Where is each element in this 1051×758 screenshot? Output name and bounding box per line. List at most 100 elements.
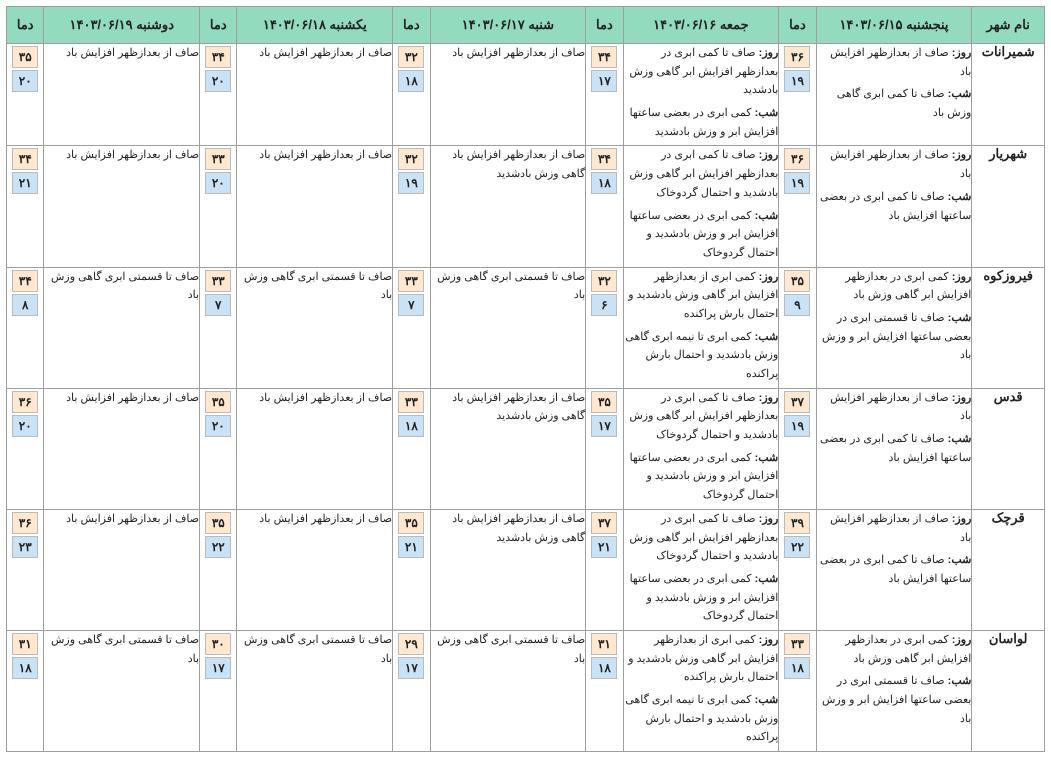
temp-high: ۳۱ (591, 633, 617, 655)
forecast-desc: صاف از بعدازظهر افزایش باد (44, 388, 200, 509)
temp-cell: ۳۳۷ (200, 267, 237, 388)
forecast-desc: روز: صاف از بعدازظهر افزایش بادشب: صاف ت… (816, 509, 972, 630)
temp-high: ۳۳ (205, 148, 231, 170)
temp-high: ۳۴ (591, 46, 617, 68)
forecast-day: صاف تا قسمتی ابری گاهی وزش باد (44, 268, 199, 305)
label-night: شب: (945, 88, 972, 100)
temp-high: ۳۶ (12, 512, 38, 534)
temp-low: ۲۰ (205, 70, 231, 92)
temp-cell: ۳۶۱۹ (779, 146, 816, 267)
city-name: قدس (972, 388, 1045, 509)
forecast-desc: روز: صاف از بعدازظهر افزایش بادشب: صاف ت… (816, 44, 972, 146)
forecast-day: صاف از بعدازظهر افزایش باد (44, 44, 199, 63)
forecast-night: شب: کمی ابری در بعضی ساعتها افزایش ابر و… (624, 449, 779, 505)
temp-cell: ۳۱۱۸ (586, 630, 623, 751)
temp-high: ۳۳ (784, 633, 810, 655)
temp-high: ۳۶ (784, 46, 810, 68)
header-temp-3: دما (200, 7, 237, 44)
forecast-desc: صاف از بعدازظهر افزایش باد گاهی وزش بادش… (430, 509, 586, 630)
forecast-desc: صاف تا قسمتی ابری گاهی وزش باد (430, 630, 586, 751)
label-day: روز: (756, 271, 779, 283)
forecast-desc: صاف از بعدازظهر افزایش باد (44, 146, 200, 267)
forecast-day: صاف تا قسمتی ابری گاهی وزش باد (237, 268, 392, 305)
temp-high: ۳۵ (205, 391, 231, 413)
header-date-3: یکشنبه ۱۴۰۳/۰۶/۱۸ (237, 7, 393, 44)
city-name: شمیرانات (972, 44, 1045, 146)
label-day: روز: (949, 513, 972, 525)
temp-high: ۳۳ (205, 270, 231, 292)
temp-high: ۳۴ (12, 148, 38, 170)
label-night: شب: (945, 312, 972, 324)
forecast-night: شب: کمی ابری در بعضی ساعتها افزایش ابر و… (624, 570, 779, 626)
label-day: روز: (756, 634, 779, 646)
temp-high: ۳۵ (205, 512, 231, 534)
label-day: روز: (949, 47, 972, 59)
temp-high: ۳۲ (398, 148, 424, 170)
forecast-night: شب: صاف تا کمی ابری در بعضی ساعتها افزای… (817, 188, 972, 225)
label-day: روز: (949, 271, 972, 283)
temp-high: ۳۹ (784, 512, 810, 534)
city-name: فیروزکوه (972, 267, 1045, 388)
forecast-desc: صاف از بعدازظهر افزایش باد (44, 509, 200, 630)
header-temp-1: دما (586, 7, 623, 44)
temp-low: ۲۱ (591, 536, 617, 558)
forecast-day: روز: صاف تا کمی ابری در بعدازظهر افزایش … (624, 44, 779, 100)
forecast-desc: صاف از بعدازظهر افزایش باد گاهی وزش بادش… (430, 146, 586, 267)
forecast-night: شب: کمی ابری در بعضی ساعتها افزایش ابر و… (624, 104, 779, 141)
temp-low: ۱۷ (398, 657, 424, 679)
temp-cell: ۳۹۲۲ (779, 509, 816, 630)
temp-high: ۳۵ (12, 46, 38, 68)
header-date-0: پنجشنبه ۱۴۰۳/۰۶/۱۵ (816, 7, 972, 44)
forecast-night: شب: صاف تا قسمتی ابری در بعضی ساعتها افز… (817, 309, 972, 365)
forecast-day: صاف تا قسمتی ابری گاهی وزش باد (431, 268, 586, 305)
temp-low: ۱۷ (591, 415, 617, 437)
header-date-2: شنبه ۱۴۰۳/۰۶/۱۷ (430, 7, 586, 44)
temp-cell: ۳۱۱۸ (7, 630, 44, 751)
temp-cell: ۳۲۱۸ (393, 44, 430, 146)
temp-cell: ۳۴۸ (7, 267, 44, 388)
forecast-day: صاف از بعدازظهر افزایش باد (44, 389, 199, 408)
forecast-day: روز: کمی ابری از بعدازظهر افزایش ابر گاه… (624, 631, 779, 687)
table-body: شمیراناتروز: صاف از بعدازظهر افزایش بادش… (7, 44, 1045, 752)
temp-low: ۱۸ (591, 172, 617, 194)
temp-high: ۳۷ (591, 512, 617, 534)
forecast-day: صاف از بعدازظهر افزایش باد (237, 146, 392, 165)
city-name: قرچک (972, 509, 1045, 630)
temp-cell: ۳۳۱۸ (779, 630, 816, 751)
label-night: شب: (752, 573, 779, 585)
forecast-night: شب: کمی ابری تا نیمه ابری گاهی وزش بادشد… (624, 328, 779, 384)
forecast-desc: روز: کمی ابری در بعدازظهر افزایش ابر گاه… (816, 630, 972, 751)
forecast-day: صاف تا قسمتی ابری گاهی وزش باد (237, 631, 392, 668)
temp-low: ۶ (591, 294, 617, 316)
temp-high: ۳۶ (12, 391, 38, 413)
header-city: نام شهر (972, 7, 1045, 44)
temp-high: ۳۵ (784, 270, 810, 292)
temp-cell: ۳۴۲۱ (7, 146, 44, 267)
temp-low: ۲۰ (205, 415, 231, 437)
temp-low: ۲۲ (784, 536, 810, 558)
forecast-desc: روز: صاف تا کمی ابری در بعدازظهر افزایش … (623, 388, 779, 509)
label-night: شب: (752, 452, 779, 464)
table-header: نام شهر پنجشنبه ۱۴۰۳/۰۶/۱۵ دما جمعه ۱۴۰۳… (7, 7, 1045, 44)
temp-low: ۲۰ (205, 172, 231, 194)
forecast-desc: صاف از بعدازظهر افزایش باد (237, 44, 393, 146)
label-night: شب: (752, 107, 779, 119)
temp-cell: ۳۵۲۰ (7, 44, 44, 146)
forecast-day: صاف از بعدازظهر افزایش باد (237, 510, 392, 529)
forecast-day: روز: صاف تا کمی ابری در بعدازظهر افزایش … (624, 389, 779, 445)
temp-high: ۳۴ (591, 148, 617, 170)
header-temp-2: دما (393, 7, 430, 44)
forecast-day: صاف از بعدازظهر افزایش باد (44, 146, 199, 165)
forecast-desc: روز: صاف تا کمی ابری در بعدازظهر افزایش … (623, 509, 779, 630)
temp-high: ۳۲ (591, 270, 617, 292)
label-night: شب: (945, 191, 972, 203)
forecast-desc: صاف تا قسمتی ابری گاهی وزش باد (44, 267, 200, 388)
temp-cell: ۳۴۲۰ (200, 44, 237, 146)
temp-cell: ۳۷۲۱ (586, 509, 623, 630)
temp-cell: ۳۲۶ (586, 267, 623, 388)
temp-high: ۳۳ (398, 270, 424, 292)
forecast-day: صاف از بعدازظهر افزایش باد (431, 44, 586, 63)
label-day: روز: (949, 149, 972, 161)
forecast-day: صاف تا قسمتی ابری گاهی وزش باد (44, 631, 199, 668)
forecast-desc: روز: صاف از بعدازظهر افزایش بادشب: صاف ت… (816, 388, 972, 509)
